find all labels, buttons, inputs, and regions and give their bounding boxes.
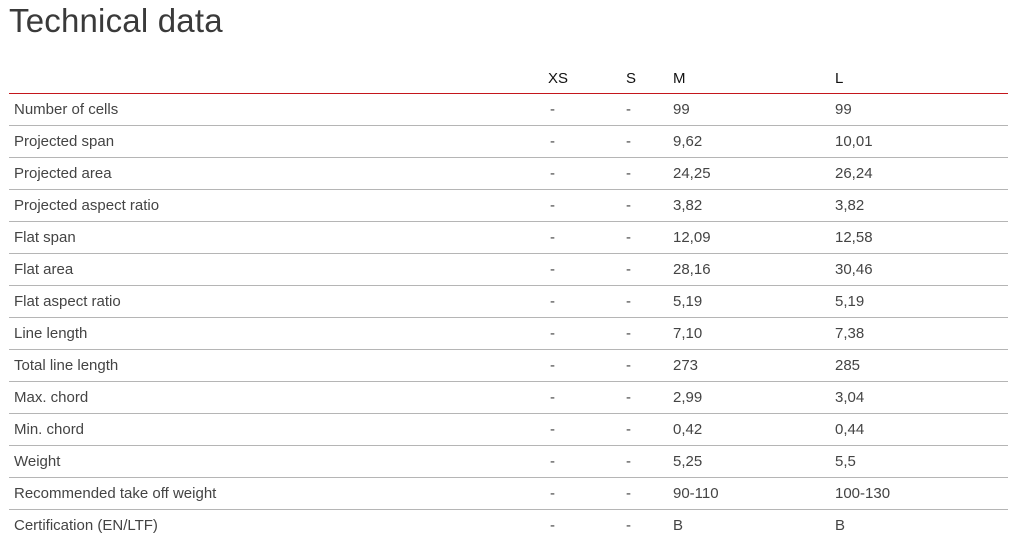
cell-value: - [548,318,626,350]
row-label: Weight [9,446,548,478]
cell-value: 24,25 [673,158,835,190]
cell-value: 5,25 [673,446,835,478]
column-header: M [673,56,835,94]
cell-value: - [548,350,626,382]
cell-value: B [835,510,1008,541]
cell-value: - [548,222,626,254]
cell-value: 99 [673,94,835,126]
cell-value: 5,19 [835,286,1008,318]
cell-value: - [548,254,626,286]
cell-value: 2,99 [673,382,835,414]
cell-value: 100-130 [835,478,1008,510]
cell-value: 10,01 [835,126,1008,158]
column-header: XS [548,56,626,94]
row-label: Projected area [9,158,548,190]
cell-value: - [548,382,626,414]
cell-value: 28,16 [673,254,835,286]
cell-value: - [626,190,673,222]
cell-value: 273 [673,350,835,382]
cell-value: - [626,414,673,446]
column-header: L [835,56,1008,94]
row-label: Max. chord [9,382,548,414]
cell-value: - [626,350,673,382]
cell-value: - [626,254,673,286]
cell-value: - [626,222,673,254]
cell-value: 12,09 [673,222,835,254]
cell-value: 5,19 [673,286,835,318]
cell-value: - [548,446,626,478]
cell-value: 26,24 [835,158,1008,190]
cell-value: - [548,414,626,446]
cell-value: 3,82 [673,190,835,222]
cell-value: 3,04 [835,382,1008,414]
cell-value: - [548,94,626,126]
cell-value: - [626,478,673,510]
row-label: Projected span [9,126,548,158]
cell-value: - [548,158,626,190]
cell-value: - [548,190,626,222]
row-label: Recommended take off weight [9,478,548,510]
cell-value: 99 [835,94,1008,126]
cell-value: 9,62 [673,126,835,158]
row-label: Flat aspect ratio [9,286,548,318]
cell-value: - [548,126,626,158]
row-label: Number of cells [9,94,548,126]
cell-value: - [548,510,626,541]
cell-value: - [626,126,673,158]
cell-value: 7,38 [835,318,1008,350]
row-label: Flat span [9,222,548,254]
cell-value: B [673,510,835,541]
cell-value: 30,46 [835,254,1008,286]
cell-value: - [548,478,626,510]
cell-value: - [626,510,673,541]
cell-value: 7,10 [673,318,835,350]
row-label: Certification (EN/LTF) [9,510,548,541]
cell-value: - [626,94,673,126]
cell-value: - [626,446,673,478]
row-label: Line length [9,318,548,350]
row-label: Total line length [9,350,548,382]
cell-value: - [626,382,673,414]
cell-value: 12,58 [835,222,1008,254]
cell-value: 5,5 [835,446,1008,478]
cell-value: 0,42 [673,414,835,446]
cell-value: - [548,286,626,318]
cell-value: 3,82 [835,190,1008,222]
column-header: S [626,56,673,94]
row-label: Projected aspect ratio [9,190,548,222]
row-label: Min. chord [9,414,548,446]
cell-value: 0,44 [835,414,1008,446]
cell-value: 285 [835,350,1008,382]
page-title: Technical data [9,2,223,40]
cell-value: - [626,286,673,318]
cell-value: - [626,158,673,190]
cell-value: - [626,318,673,350]
cell-value: 90-110 [673,478,835,510]
column-header [9,56,548,94]
row-label: Flat area [9,254,548,286]
